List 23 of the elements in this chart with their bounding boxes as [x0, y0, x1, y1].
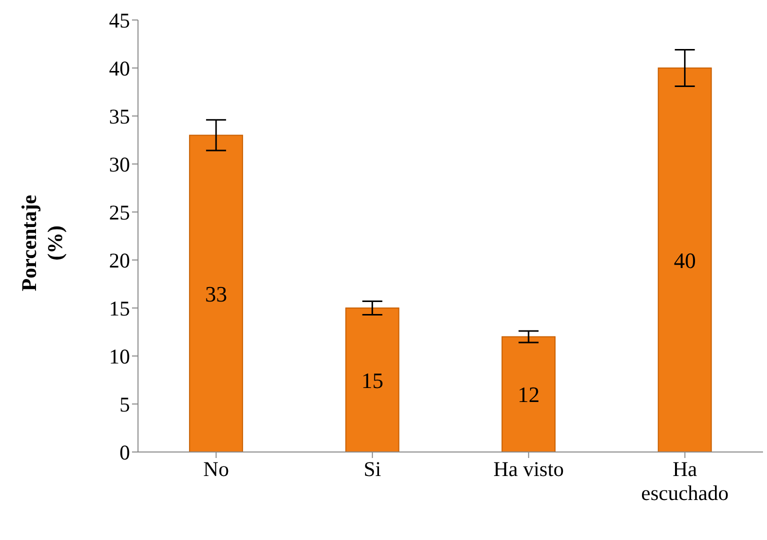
bar: [345, 308, 400, 452]
x-tick-label: No: [203, 457, 229, 481]
x-tick-label: Ha escuchado: [641, 457, 729, 505]
y-tick-label: 5: [120, 392, 130, 416]
data-label: 15: [361, 368, 384, 393]
y-tick-label: 10: [109, 344, 130, 368]
bar: [658, 68, 712, 452]
y-tick-label: 35: [109, 104, 130, 128]
y-tick-label: 40: [109, 56, 130, 80]
data-label: 33: [205, 281, 228, 306]
y-tick-label: 15: [109, 296, 130, 320]
data-label: 12: [518, 382, 540, 408]
data-label: 40: [674, 248, 696, 273]
y-tick-label: 0: [120, 440, 130, 464]
y-tick-label: 25: [109, 200, 130, 224]
y-tick-label: 20: [109, 248, 130, 272]
x-tick-label: Ha visto: [493, 457, 564, 481]
x-tick-label: Si: [364, 457, 382, 481]
y-tick-label: 30: [109, 152, 130, 176]
bar: [189, 134, 244, 452]
y-axis-title: Porcentaje (%): [17, 194, 67, 292]
bar: [502, 336, 556, 452]
y-tick-label: 45: [109, 8, 130, 32]
